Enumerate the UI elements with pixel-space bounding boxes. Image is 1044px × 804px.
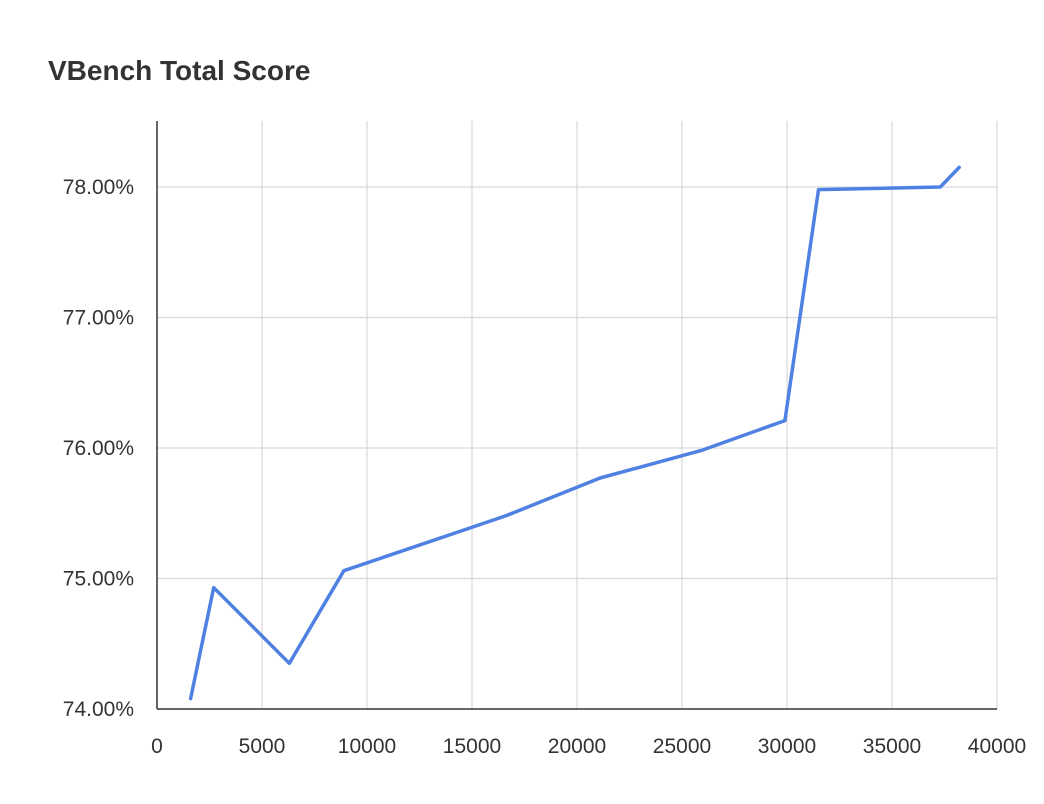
x-axis-tick-labels: 0 5000 10000 15000 20000 25000 30000 35000 40000 — [151, 735, 1026, 758]
y-tick-label: 74.00% — [63, 698, 134, 721]
x-tick-label: 15000 — [443, 735, 501, 758]
grid-lines — [157, 121, 998, 709]
y-axis-tick-labels: 74.00% 75.00% 76.00% 77.00% 78.00% — [63, 176, 134, 721]
axes — [156, 121, 997, 710]
y-tick-label: 77.00% — [63, 307, 134, 330]
y-tick-label: 75.00% — [63, 568, 134, 591]
x-tick-label: 20000 — [548, 735, 606, 758]
x-tick-label: 25000 — [653, 735, 711, 758]
chart-title: VBench Total Score — [48, 55, 310, 86]
x-tick-label: 0 — [151, 735, 163, 758]
y-tick-label: 78.00% — [63, 176, 134, 199]
y-tick-label: 76.00% — [63, 437, 134, 460]
x-tick-label: 30000 — [758, 735, 816, 758]
x-tick-label: 10000 — [338, 735, 396, 758]
x-tick-label: 35000 — [863, 735, 921, 758]
x-tick-label: 40000 — [968, 735, 1026, 758]
series-line — [188, 165, 961, 701]
x-tick-label: 5000 — [239, 735, 286, 758]
series-layer — [188, 165, 961, 701]
